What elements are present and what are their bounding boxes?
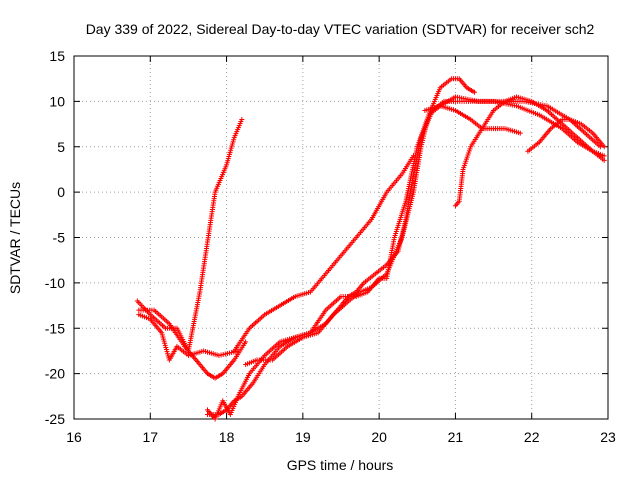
data-point (239, 117, 245, 123)
series-track-i (422, 94, 603, 150)
y-tick-label: -15 (45, 320, 65, 336)
x-tick-label: 21 (448, 429, 464, 445)
series-track-f (205, 103, 523, 417)
x-tick-label: 17 (142, 429, 158, 445)
x-tick-label: 22 (524, 429, 540, 445)
series-track-a (134, 117, 245, 354)
data-point (243, 339, 249, 345)
data-points (134, 76, 607, 422)
y-tick-label: 0 (57, 184, 65, 200)
y-tick-label: -5 (53, 230, 66, 246)
axis-ticks: 16 17 18 19 20 21 22 23 -25 -20 -15 -10 -5 0 5 10 15 (45, 48, 616, 445)
y-tick-label: -25 (45, 411, 65, 427)
x-tick-label: 20 (371, 429, 387, 445)
x-tick-label: 23 (600, 429, 616, 445)
grid (74, 56, 608, 419)
data-point (601, 144, 607, 150)
y-tick-label: 5 (57, 139, 65, 155)
y-tick-label: 10 (49, 93, 65, 109)
x-tick-label: 19 (295, 429, 311, 445)
series-track-g (205, 98, 607, 422)
series-track-j (525, 117, 607, 154)
series-track-c (136, 307, 249, 381)
x-tick-label: 18 (219, 429, 235, 445)
x-axis-label: GPS time / hours (287, 457, 394, 473)
y-tick-label: 15 (49, 48, 65, 64)
data-point (601, 157, 607, 163)
chart-title: Day 339 of 2022, Sidereal Day-to-day VTE… (86, 21, 595, 37)
series-track-b (136, 312, 241, 363)
y-tick-label: -20 (45, 366, 65, 382)
x-tick-label: 16 (66, 429, 82, 445)
data-point (601, 153, 607, 159)
series-track-e (243, 76, 477, 368)
data-point (472, 89, 477, 95)
y-tick-label: -10 (45, 275, 65, 291)
data-point (517, 130, 523, 136)
y-axis-label: SDTVAR / TECUs (7, 182, 23, 294)
